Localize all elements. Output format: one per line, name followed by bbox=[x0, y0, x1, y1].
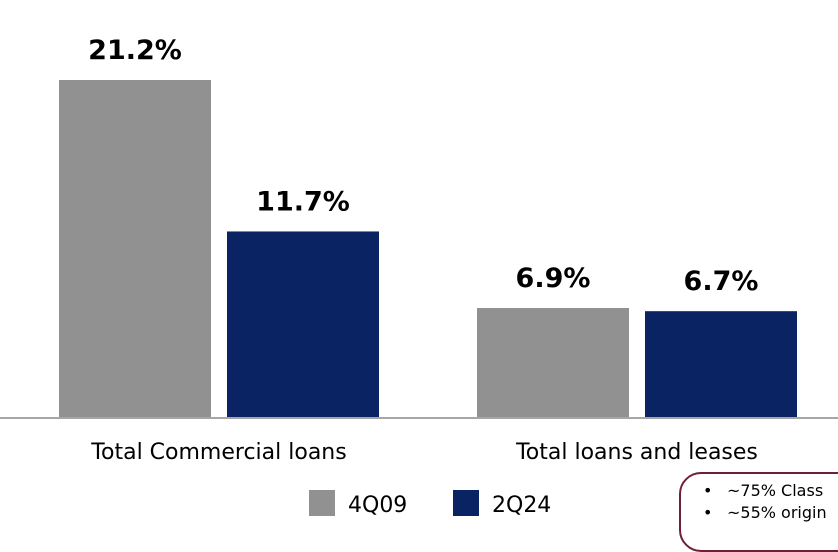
bar-2q24-total-commercial-loans bbox=[227, 231, 379, 418]
bar-chart: 21.2% 11.7% Total Commercial loans 6.9% 6.7%… bbox=[0, 35, 838, 517]
legend-swatch-4q09 bbox=[309, 490, 335, 516]
bar-4q09-total-loans-and-leases bbox=[477, 307, 629, 418]
bars-layer bbox=[59, 80, 797, 418]
data-label-2q24-total-loans-and-leases: 6.7% bbox=[684, 266, 759, 297]
data-label-2q24-total-commercial-loans: 11.7% bbox=[256, 186, 350, 217]
category-label-total-loans-and-leases: Total loans and leases bbox=[515, 440, 758, 465]
category-label-total-commercial-loans: Total Commercial loans bbox=[90, 440, 346, 465]
bar-4q09-total-commercial-loans bbox=[59, 80, 211, 418]
callout-bullet: ~55% origin bbox=[681, 502, 838, 524]
labels-layer: 21.2% 11.7% Total Commercial loans 6.9% 6.7%… bbox=[88, 35, 758, 465]
legend-swatch-2q24 bbox=[453, 490, 479, 516]
bar-2q24-total-loans-and-leases bbox=[645, 311, 797, 418]
legend-label-2q24: 2Q24 bbox=[492, 493, 551, 517]
callout-box: ~75% Class~55% origin bbox=[679, 472, 838, 552]
callout-bullet: ~75% Class bbox=[681, 480, 838, 502]
legend-label-4q09: 4Q09 bbox=[348, 493, 407, 517]
data-label-4q09-total-commercial-loans: 21.2% bbox=[88, 35, 182, 66]
legend: 4Q09 2Q24 bbox=[309, 490, 551, 517]
data-label-4q09-total-loans-and-leases: 6.9% bbox=[516, 263, 591, 294]
callout-list: ~75% Class~55% origin bbox=[681, 480, 838, 524]
